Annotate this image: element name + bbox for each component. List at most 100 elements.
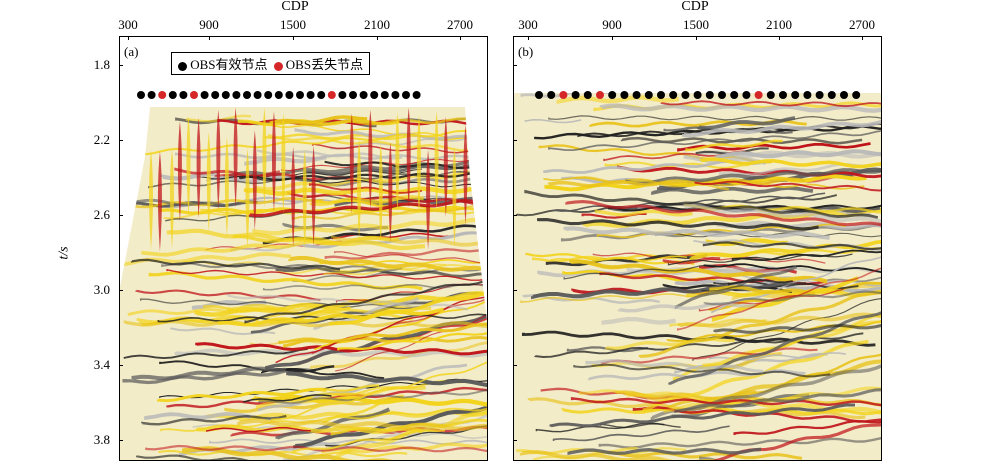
reflector-line: [144, 411, 251, 420]
reflector-line: [286, 371, 487, 388]
reflector-line: [291, 429, 446, 453]
reflector-line: [283, 322, 487, 348]
y-tick-mark: [119, 140, 123, 141]
spike-artifact: [388, 142, 393, 243]
valid-node-marker: [718, 91, 726, 99]
x-tick-b-0: 300: [518, 17, 538, 32]
legend-lost-label: OBS丢失节点: [285, 57, 364, 72]
spike-artifact: [452, 146, 457, 247]
spike-artifact: [281, 113, 286, 214]
spike-artifact: [245, 148, 250, 249]
reflector-line: [600, 423, 681, 429]
valid-node-marker: [547, 91, 556, 99]
valid-node-marker: [317, 91, 326, 99]
spike-artifact: [416, 114, 421, 215]
valid-node-marker: [221, 91, 230, 99]
valid-node-marker: [730, 91, 739, 99]
spike-artifact: [206, 132, 211, 233]
reflector-line: [642, 339, 869, 413]
reflector-line: [709, 352, 847, 361]
reflector-line: [524, 189, 879, 220]
reflector-line: [141, 414, 287, 426]
x-tick-mark: [612, 36, 613, 40]
reflector-line: [294, 128, 487, 142]
reflector-line: [563, 264, 717, 280]
reflector-line: [617, 301, 756, 313]
reflector-line: [271, 361, 487, 421]
valid-node-marker: [391, 91, 400, 99]
reflector-line: [312, 199, 487, 214]
valid-node-marker: [840, 91, 848, 99]
reflector-line: [667, 253, 853, 266]
reflector-line: [598, 437, 881, 449]
reflector-line: [701, 281, 806, 292]
reflector-line: [163, 208, 293, 220]
reflector-line: [537, 218, 819, 231]
valid-node-marker: [402, 91, 410, 99]
reflector-line: [329, 134, 487, 150]
y-tick-3: 3.0: [93, 282, 110, 297]
spike-artifact: [149, 150, 154, 251]
seismic-image-a: [120, 37, 487, 460]
y-tick-mark: [513, 440, 517, 441]
spike-artifact: [302, 149, 307, 250]
reflector-line: [323, 264, 469, 276]
reflector-line: [682, 120, 881, 138]
y-tick-mark: [119, 215, 123, 216]
reflector-line: [547, 177, 806, 188]
reflector-line: [217, 307, 445, 327]
x-tick-b-4: 2700: [849, 17, 875, 32]
reflector-line: [651, 186, 814, 195]
valid-node-marker: [669, 91, 678, 99]
spike-artifact: [311, 145, 316, 246]
spike-artifact: [357, 139, 362, 240]
reflector-line: [715, 149, 881, 160]
valid-node-marker: [306, 91, 315, 99]
legend-item-valid: OBS有效节点: [178, 54, 268, 73]
reflector-line: [156, 388, 327, 403]
panel-label-a: (a): [124, 44, 139, 59]
valid-node-marker: [147, 91, 156, 99]
reflector-line: [293, 405, 487, 449]
y-tick-mark: [119, 65, 123, 66]
reflector-line: [697, 116, 796, 130]
reflector-line: [677, 312, 881, 328]
spike-artifact: [291, 146, 296, 247]
reflector-line: [182, 446, 394, 460]
spike-artifact: [426, 149, 431, 250]
reflector-line: [674, 388, 881, 414]
reflector-line: [601, 316, 676, 325]
x-tick-mark: [128, 36, 129, 40]
lost-node-marker: [559, 91, 568, 99]
reflector-line: [123, 319, 487, 329]
valid-node-marker: [168, 91, 177, 99]
y-tick-mark: [513, 140, 517, 141]
reflector-line: [242, 394, 332, 403]
reflector-line: [549, 403, 856, 428]
x-tick-a-2: 1500: [280, 17, 306, 32]
valid-node-marker: [370, 91, 379, 99]
reflector-line: [258, 389, 487, 405]
reflector-line: [337, 332, 487, 351]
reflector-line: [160, 407, 487, 432]
reflector-line: [196, 424, 423, 434]
reflector-line: [277, 263, 447, 275]
reflector-line: [252, 217, 487, 236]
reflector-line: [565, 200, 881, 227]
valid-node-marker: [349, 91, 357, 99]
valid-node-marker: [243, 91, 251, 99]
spike-artifact: [252, 130, 257, 231]
reflector-line: [713, 323, 881, 334]
reflector-line: [655, 232, 881, 238]
reflector-line: [324, 247, 487, 260]
reflector-line: [519, 450, 717, 460]
reflector-line: [321, 442, 487, 454]
reflector-line: [282, 222, 389, 232]
reflector-line: [244, 279, 487, 324]
y-tick-5: 3.8: [93, 432, 110, 447]
reflector-line: [248, 199, 487, 218]
valid-node-icon: [178, 61, 187, 71]
spike-artifact: [262, 107, 267, 208]
reflector-line: [130, 258, 341, 271]
reflector-line: [632, 406, 881, 423]
